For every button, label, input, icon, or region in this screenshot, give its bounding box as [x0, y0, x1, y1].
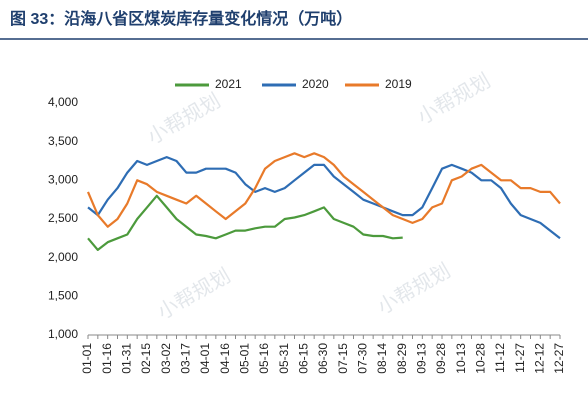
y-tick-label: 3,000	[48, 173, 78, 187]
x-tick-label: 03-02	[159, 343, 173, 374]
series-line	[87, 194, 403, 251]
x-tick-label: 01-31	[120, 343, 134, 374]
x-tick-label: 08-29	[395, 343, 409, 374]
x-tick-label: 06-30	[316, 343, 330, 374]
chart-title: 图 33：沿海八省区煤炭库存量变化情况（万吨）	[10, 9, 352, 28]
x-tick-label: 11-27	[513, 343, 527, 373]
x-tick-label: 12-12	[533, 343, 547, 374]
x-tick-label: 07-15	[336, 343, 350, 374]
x-tick-label: 06-15	[297, 343, 311, 374]
x-tick-label: 11-12	[493, 343, 507, 373]
x-tick-label: 12-27	[552, 343, 566, 374]
legend-label: 2021	[215, 77, 242, 91]
legend-label: 2019	[385, 77, 412, 91]
y-tick-label: 1,500	[48, 289, 78, 303]
x-tick-label: 04-01	[198, 343, 212, 374]
y-tick-label: 3,500	[48, 134, 78, 148]
x-tick-label: 04-16	[218, 343, 232, 374]
x-tick-label: 10-13	[454, 343, 468, 374]
x-tick-label: 05-16	[257, 343, 271, 374]
x-tick-label: 09-13	[415, 343, 429, 374]
x-tick-label: 09-28	[434, 343, 448, 374]
y-tick-label: 2,000	[48, 250, 78, 264]
x-tick-label: 01-16	[100, 343, 114, 374]
x-tick-label: 02-15	[139, 343, 153, 374]
x-tick-label: 05-01	[238, 343, 252, 374]
x-tick-label: 03-17	[179, 343, 193, 374]
series-line	[86, 152, 561, 228]
x-tick-label: 10-28	[474, 343, 488, 374]
y-tick-label: 2,500	[48, 211, 78, 225]
x-tick-label: 07-30	[356, 343, 370, 374]
x-tick-label: 08-14	[375, 343, 389, 374]
y-tick-label: 1,000	[48, 327, 78, 341]
series-line	[87, 156, 561, 240]
x-tick-label: 05-31	[277, 343, 291, 374]
x-tick-label: 01-01	[80, 343, 94, 374]
y-tick-label: 4,000	[48, 95, 78, 109]
legend-label: 2020	[302, 77, 329, 91]
